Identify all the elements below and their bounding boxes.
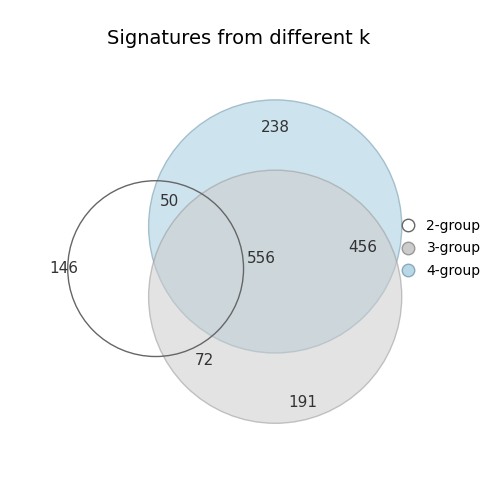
Text: 50: 50 [160,195,179,209]
Text: 556: 556 [246,250,276,266]
Text: 456: 456 [349,240,377,255]
Title: Signatures from different k: Signatures from different k [107,29,370,48]
Circle shape [149,100,402,353]
Circle shape [149,170,402,423]
Text: 146: 146 [50,261,79,276]
Text: 238: 238 [261,120,290,136]
Text: 72: 72 [195,352,215,367]
Text: 191: 191 [289,395,318,410]
Legend: 2-group, 3-group, 4-group: 2-group, 3-group, 4-group [402,219,481,278]
